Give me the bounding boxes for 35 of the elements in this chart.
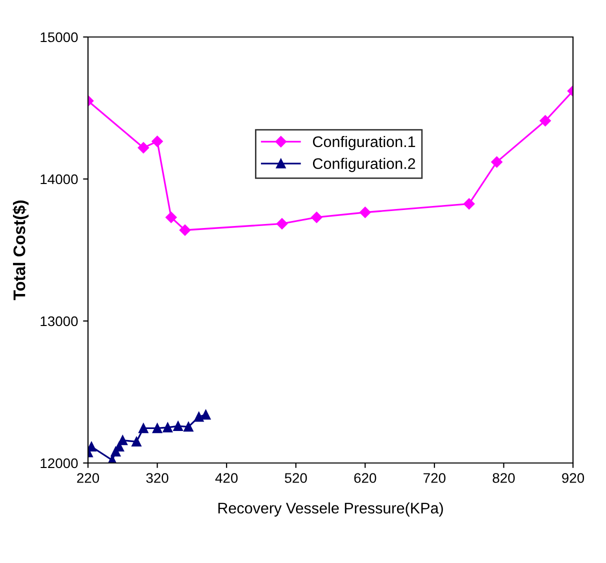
point <box>194 412 204 422</box>
y-axis-title: Total Cost($) <box>12 200 29 300</box>
legend-label: Configuration.2 <box>312 158 416 172</box>
point <box>118 435 128 446</box>
x-tick-label: 620 <box>354 473 376 483</box>
x-tick-label: 820 <box>492 473 515 483</box>
x-tick-label: 420 <box>215 473 238 483</box>
y-tick-label: 14000 <box>40 174 78 184</box>
point <box>152 423 162 434</box>
point <box>138 142 150 154</box>
y-tick-label: 15000 <box>40 32 78 42</box>
point <box>360 206 371 218</box>
point <box>463 198 475 210</box>
point <box>200 410 211 420</box>
legend-label: Configuration.1 <box>312 136 416 150</box>
point <box>166 212 177 223</box>
point <box>276 218 288 230</box>
point <box>162 422 173 432</box>
point <box>152 136 163 147</box>
point <box>491 156 502 168</box>
point <box>540 115 551 126</box>
x-tick-label: 320 <box>146 473 168 483</box>
point <box>138 423 148 434</box>
x-tick-label: 220 <box>77 473 100 483</box>
point <box>173 421 183 431</box>
x-tick-label: 520 <box>284 473 307 483</box>
x-axis-title: Recovery Vessele Pressure(KPa) <box>218 502 443 517</box>
point <box>311 212 322 223</box>
x-tick-label: 720 <box>424 473 446 483</box>
point <box>179 224 191 236</box>
point <box>184 422 194 432</box>
point <box>132 436 142 447</box>
y-tick-label: 12000 <box>40 458 78 468</box>
x-tick-label: 920 <box>562 473 584 483</box>
y-tick-label: 13000 <box>40 316 78 326</box>
